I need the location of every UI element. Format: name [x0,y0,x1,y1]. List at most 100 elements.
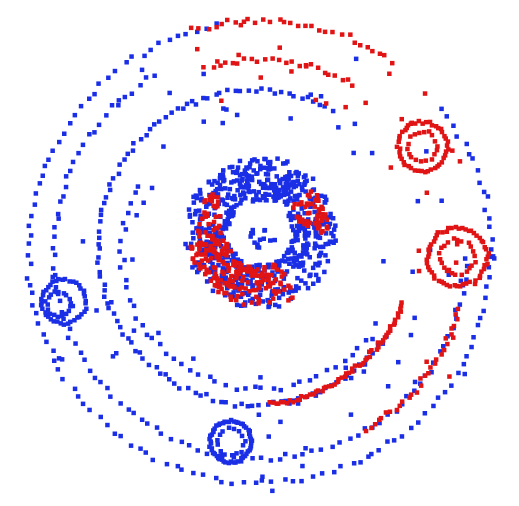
data-point [138,137,144,142]
data-point [315,226,321,231]
data-point [198,266,203,271]
data-point [252,269,258,274]
data-point [220,266,226,271]
data-point [297,379,302,384]
data-point [72,386,78,392]
data-point [488,254,493,260]
data-point [82,357,87,362]
data-point [232,204,237,209]
data-point [214,276,220,281]
data-point [318,230,324,235]
data-point [219,286,224,292]
data-point [222,186,228,191]
data-point [240,443,246,448]
data-point [463,227,468,232]
data-point [278,387,283,393]
data-point [299,200,304,205]
data-point [29,213,34,219]
data-point [87,368,93,374]
data-point [262,228,267,233]
data-point [196,26,201,31]
data-point [208,243,214,249]
data-point [73,341,78,346]
data-point [276,57,282,63]
data-point [257,292,263,297]
data-point [453,224,459,230]
data-point [102,282,108,287]
data-point [219,197,225,202]
data-point [322,214,327,219]
data-point [223,267,228,272]
data-point [310,176,316,181]
data-point [249,273,254,278]
data-point [416,420,421,425]
data-point [370,351,375,356]
data-point [214,254,219,260]
data-point [352,40,357,45]
data-point [305,223,310,228]
data-point [267,185,272,191]
data-point [303,204,308,209]
data-point [434,232,439,238]
data-point [222,290,227,296]
data-point [92,91,97,97]
data-point [72,318,77,323]
data-point [42,163,48,169]
data-point [442,153,448,158]
data-point [302,227,307,233]
data-point [262,156,267,162]
data-point [380,338,386,343]
data-point [246,188,251,194]
data-point [426,247,431,252]
data-point [481,308,486,314]
data-point [76,150,81,156]
data-point [427,119,433,125]
data-point [363,428,369,434]
data-point [245,16,250,22]
data-point [401,160,406,165]
data-point [97,274,103,279]
data-point [199,196,204,201]
data-point [250,227,255,233]
data-point [214,475,219,481]
data-point [434,147,440,153]
data-point [320,212,325,217]
data-point [108,394,113,399]
data-point [228,297,234,302]
data-point [252,240,257,245]
data-point [138,83,143,88]
data-point [329,383,335,389]
data-point [268,458,274,463]
data-point [220,246,226,251]
data-point [242,168,248,173]
data-point [210,222,216,227]
data-point [190,265,195,270]
data-point [385,384,391,389]
data-point [369,451,374,457]
data-point [428,242,434,247]
data-point [397,150,402,155]
data-point [230,60,236,66]
data-point [208,255,214,261]
data-point [276,304,282,309]
data-point [26,223,32,229]
data-point [202,199,207,205]
data-point [231,262,236,268]
data-point [138,446,143,451]
data-point [286,256,291,262]
data-point [238,421,244,426]
data-point [445,139,451,144]
data-point [219,21,224,27]
data-point [316,276,321,282]
data-point [343,104,348,110]
data-point [98,212,104,218]
data-point [251,287,256,293]
data-point [50,266,56,271]
data-point [110,176,116,181]
data-point [175,463,181,469]
data-point [105,301,110,306]
data-point [440,230,445,235]
data-point [189,98,195,104]
data-point [255,242,260,247]
data-point [179,439,185,445]
